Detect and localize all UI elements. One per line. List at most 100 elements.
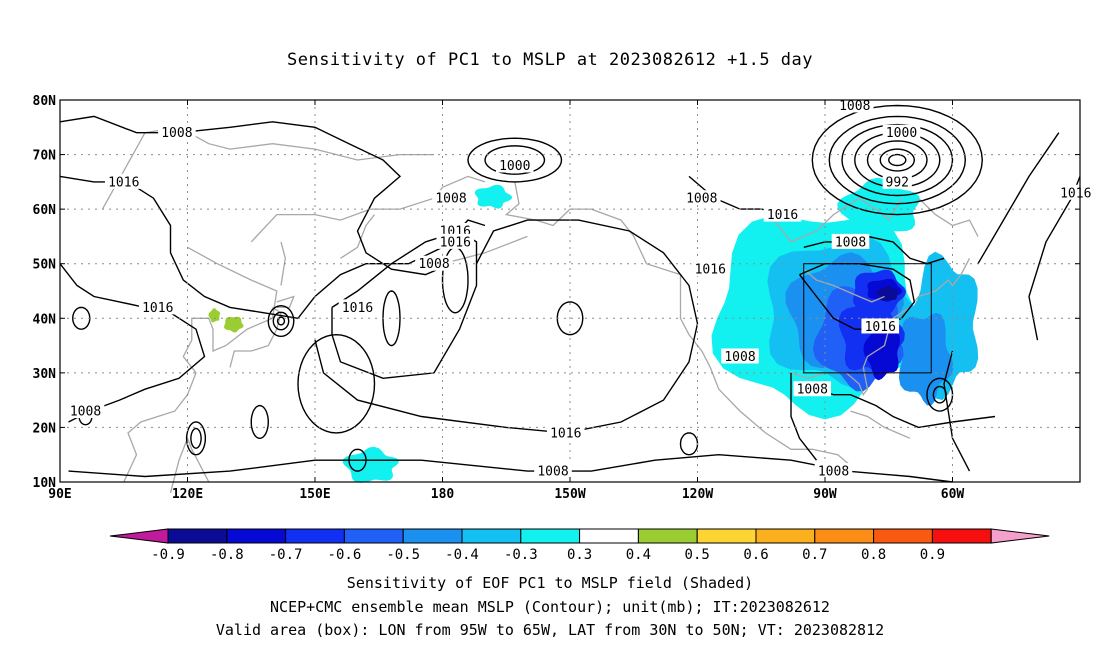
contour-label-bg (721, 348, 759, 364)
low-pressure-isobar (879, 148, 916, 172)
lat-lon-grid (60, 100, 1080, 482)
contour-label-bg (814, 463, 853, 479)
contour-label-bg (831, 233, 870, 249)
caption-valid-area: Valid area (box): LON from 95W to 65W, L… (215, 621, 885, 639)
isobar-closed (72, 306, 91, 330)
colorbar-label: -0.6 (328, 547, 362, 563)
lat-tick-label: 30N (33, 367, 57, 382)
contour-label: 1008 (835, 235, 866, 250)
coastline-segment (276, 295, 295, 309)
contour-label: 1008 (724, 350, 755, 365)
lon-tick-label: 60W (941, 487, 965, 502)
contour-label: 1008 (418, 257, 449, 272)
colorbar-label: 0.6 (743, 547, 768, 563)
contour-labels: 1008 1016 1016 1008 1000 1008 1008 1016 1016 1016… (66, 97, 1095, 480)
lat-tick-label: 80N (33, 94, 57, 109)
contour-label-bg (436, 233, 475, 249)
coastline-segment (250, 175, 486, 243)
sensitivity-region (898, 312, 954, 406)
colorbar-label: 0.4 (626, 547, 651, 563)
contour-label: 1016 (865, 320, 896, 335)
contour-label-bg (682, 190, 721, 206)
contour-label-bg (158, 124, 196, 140)
low-pressure-isobar (828, 115, 967, 205)
caption-shading: Sensitivity of EOF PC1 to MSLP field (Sh… (346, 574, 754, 592)
colorbar-low-triangle (109, 528, 169, 544)
colorbar-swatch (696, 528, 757, 544)
contour-label: 1008 (161, 126, 192, 141)
contour-label-bg (882, 173, 912, 189)
contour-label: 1016 (767, 208, 798, 223)
isobar-closed (190, 427, 202, 449)
coastline-segment (340, 214, 376, 259)
colorbar-label: 0.7 (802, 547, 827, 563)
colorbar-swatch (579, 528, 639, 544)
colorbar-swatch (285, 528, 345, 544)
coastline-segment (280, 241, 286, 286)
low-pressure-isobar (811, 104, 984, 216)
isobar-closed (441, 246, 469, 314)
contour-label-bg (691, 261, 730, 277)
colorbar-swatch (873, 528, 933, 544)
contour-label: 1016 (695, 263, 726, 278)
coastline-segment (850, 410, 911, 439)
lat-tick-label: 40N (33, 312, 57, 327)
colorbar-swatch (931, 528, 992, 544)
isobar-closed (932, 385, 947, 404)
positive-sensitivity-region (223, 316, 244, 333)
isobar (59, 175, 486, 320)
contour-label: 1016 (550, 426, 581, 441)
colorbar-swatch (343, 528, 404, 544)
colorbar-swatch (167, 528, 228, 544)
contour-label-bg (763, 206, 802, 222)
contour-label: 1000 (886, 126, 917, 141)
low-pressure-isobar (841, 123, 954, 197)
colorbar-label: 0.8 (861, 547, 886, 563)
caption-contour: NCEP+CMC ensemble mean MSLP (Contour); u… (270, 598, 830, 616)
isobar-closed (276, 316, 286, 326)
contour-label-bg (882, 124, 921, 140)
colorbar-label: 0.5 (685, 547, 710, 563)
isobar-closed (926, 377, 954, 412)
isobar (803, 235, 945, 265)
contour-label-bg (495, 157, 534, 173)
sensitivity-shading (208, 177, 979, 483)
colorbar-label: -0.9 (151, 547, 185, 563)
coastline-segment (773, 197, 903, 243)
isobar-closed (679, 432, 699, 456)
contour-label: 1008 (435, 192, 466, 207)
contour-label: 1008 (537, 465, 568, 480)
contour-label: 1016 (1060, 186, 1091, 201)
colorbar-label: -0.7 (269, 547, 303, 563)
contour-label-bg (415, 255, 453, 271)
contour-label-bg (546, 424, 585, 440)
colorbar-label: 0.3 (567, 547, 592, 563)
contour-label: 1008 (686, 192, 717, 207)
isobar (977, 132, 1060, 265)
isobar (943, 350, 971, 472)
colorbar-swatch (755, 528, 816, 544)
sensitivity-region (837, 177, 920, 239)
colorbar-swatch (520, 528, 581, 544)
colorbar-swatch (402, 528, 463, 544)
lat-tick-label: 20N (33, 421, 57, 436)
contour-label: 1016 (440, 235, 471, 250)
sensitivity-region (474, 184, 513, 209)
sensitivity-region (342, 446, 399, 483)
contour-label-bg (534, 463, 572, 479)
contour-label-bg (432, 190, 470, 206)
lat-tick-label: 10N (33, 476, 57, 491)
contour-label-bg (104, 173, 143, 189)
coastline-segment (504, 181, 851, 467)
isobar-closed (297, 333, 376, 434)
isobar (314, 219, 699, 434)
isobar (59, 115, 452, 276)
contour-label: 1008 (839, 99, 870, 114)
low-pressure-isobar (888, 153, 907, 167)
contour-label-bg (861, 318, 900, 334)
colorbar: -0.9 -0.8 -0.7 -0.6 -0.5 -0.4 -0.3 0.3 0.4 0.5 0.6… (109, 528, 1050, 563)
isobar-closed (272, 311, 290, 331)
positive-sensitivity-region (208, 308, 221, 323)
